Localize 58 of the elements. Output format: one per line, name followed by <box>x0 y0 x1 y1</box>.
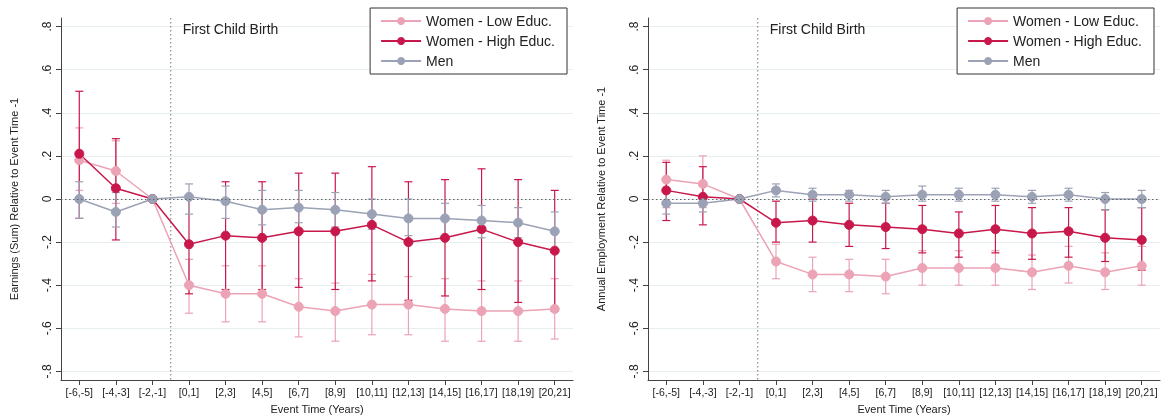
legend-label: Women - High Educ. <box>426 33 555 49</box>
x-tick-label: [10,11] <box>356 385 388 398</box>
x-tick-label: [20,21] <box>1125 385 1158 398</box>
y-axis-title: Earnings (Sum) Relative to Event Time -1 <box>7 97 20 301</box>
x-tick-label: [-2,-1] <box>725 385 754 398</box>
x-tick-label: [16,17] <box>465 385 498 398</box>
legend-label: Women - Low Educ. <box>426 13 552 29</box>
legend-label: Women - Low Educ. <box>1013 13 1139 29</box>
legend-label: Women - High Educ. <box>1013 33 1142 49</box>
y-tick-label: .2 <box>40 150 54 161</box>
y-tick-label: .2 <box>627 150 641 161</box>
x-tick-label: [-6,-5] <box>65 385 94 398</box>
y-tick-label: .6 <box>627 64 641 75</box>
x-tick-label: [0,1] <box>765 385 787 398</box>
y-tick-label: -.4 <box>627 277 641 293</box>
y-tick-label: -.6 <box>627 320 641 336</box>
x-tick-label: [-4,-3] <box>102 385 130 398</box>
ref-line-label: First Child Birth <box>182 21 279 37</box>
x-tick-label: [6,7] <box>875 385 897 398</box>
ref-line-label: First Child Birth <box>769 21 866 37</box>
y-tick-label: -.8 <box>627 364 641 379</box>
x-tick-label: [4,5] <box>838 385 860 398</box>
x-tick-label: [18,19] <box>1089 385 1122 398</box>
x-tick-label: [2,3] <box>802 385 823 398</box>
y-tick-label: .8 <box>40 21 54 32</box>
x-axis-title: Event Time (Years) <box>270 402 364 415</box>
x-tick-label: [14,15] <box>428 385 462 398</box>
x-axis-title: Event Time (Years) <box>857 402 951 415</box>
x-tick-label: [-2,-1] <box>138 385 167 398</box>
legend-label: Men <box>1013 53 1041 69</box>
legend-label: Men <box>426 53 454 69</box>
x-tick-label: [2,3] <box>215 385 236 398</box>
x-tick-label: [10,11] <box>943 385 975 398</box>
y-tick-label: -.6 <box>40 320 54 336</box>
y-tick-label: .8 <box>627 21 641 32</box>
x-tick-label: [-6,-5] <box>652 385 681 398</box>
x-tick-label: [18,19] <box>502 385 535 398</box>
y-tick-label: -.2 <box>40 234 54 250</box>
x-tick-label: [8,9] <box>912 385 933 398</box>
x-tick-label: [12,13] <box>979 385 1012 398</box>
y-tick-label: .6 <box>40 64 54 75</box>
x-tick-label: [16,17] <box>1052 385 1085 398</box>
x-tick-label: [12,13] <box>392 385 425 398</box>
x-tick-label: [4,5] <box>251 385 273 398</box>
x-tick-label: [14,15] <box>1015 385 1049 398</box>
x-tick-label: [20,21] <box>538 385 571 398</box>
x-tick-label: [0,1] <box>178 385 200 398</box>
y-tick-label: .4 <box>627 107 641 118</box>
y-tick-label: 0 <box>627 195 641 203</box>
x-tick-label: [6,7] <box>288 385 310 398</box>
x-tick-label: [8,9] <box>325 385 346 398</box>
y-tick-label: -.4 <box>40 277 54 293</box>
y-tick-label: .4 <box>40 107 54 118</box>
y-axis-title: Annual Employment Relative to Event Time -1 <box>594 86 607 312</box>
y-tick-label: 0 <box>40 195 54 203</box>
y-tick-label: -.8 <box>40 364 54 379</box>
x-tick-label: [-4,-3] <box>689 385 717 398</box>
y-tick-label: -.2 <box>627 234 641 250</box>
